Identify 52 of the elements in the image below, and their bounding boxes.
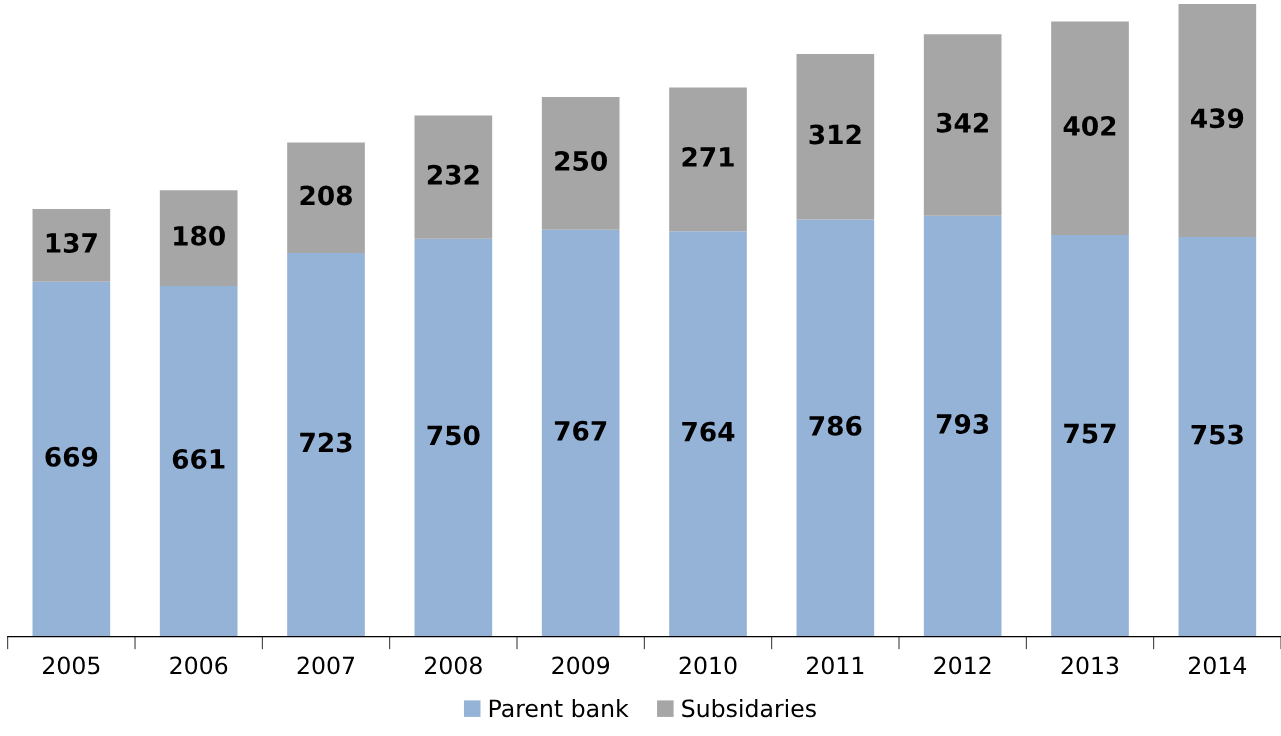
- data-label: 786: [809, 415, 862, 436]
- data-label: 137: [46, 232, 97, 253]
- bar: [32, 281, 111, 637]
- x-tick-label: 2014: [1189, 656, 1247, 675]
- x-tick-label: 2006: [170, 656, 228, 675]
- bar: [159, 190, 238, 286]
- data-label: 439: [1190, 108, 1244, 129]
- bar: [796, 53, 875, 220]
- x-tick-label: 2012: [934, 656, 991, 675]
- bar: [669, 87, 747, 232]
- data-label: 767: [554, 420, 607, 441]
- x-tick-label: 2013: [1061, 656, 1119, 675]
- bar: [541, 96, 620, 230]
- legend-label: Subsidaries: [682, 698, 816, 718]
- data-label: 250: [555, 151, 607, 171]
- x-tick-label: 2008: [425, 656, 482, 675]
- data-label: 757: [1064, 423, 1116, 444]
- bar: [923, 34, 1002, 216]
- bar: [32, 208, 111, 282]
- data-label: 312: [809, 124, 861, 145]
- data-label: 342: [936, 112, 988, 133]
- data-label: 180: [174, 225, 225, 246]
- bar: [1051, 234, 1129, 637]
- bar: [414, 238, 493, 637]
- data-label: 271: [682, 147, 734, 167]
- bar: [1178, 4, 1257, 238]
- data-label: 232: [427, 164, 479, 185]
- data-label: 793: [936, 413, 989, 434]
- x-tick-label: 2009: [552, 656, 610, 675]
- data-label: 764: [682, 421, 735, 442]
- legend-label: Parent bank: [489, 698, 629, 718]
- bar: [287, 142, 365, 253]
- bar: [541, 229, 620, 637]
- data-label: 753: [1191, 424, 1243, 445]
- bar: [159, 285, 238, 637]
- data-label: 669: [45, 446, 98, 467]
- bar: [414, 115, 493, 239]
- x-tick-label: 2007: [297, 656, 355, 675]
- x-tick-label: 2005: [43, 656, 100, 675]
- data-label: 661: [172, 448, 225, 469]
- data-label: 402: [1063, 115, 1116, 136]
- x-tick-label: 2011: [807, 656, 864, 675]
- data-label: 750: [427, 425, 480, 446]
- bar: [1051, 21, 1129, 235]
- bar: [923, 215, 1002, 637]
- x-tick-label: 2010: [679, 656, 737, 675]
- bar: [287, 252, 365, 637]
- bar: [796, 219, 875, 637]
- data-label: 208: [300, 185, 352, 206]
- bar: [669, 231, 747, 637]
- bar: [1178, 237, 1257, 637]
- data-label: 723: [300, 432, 352, 453]
